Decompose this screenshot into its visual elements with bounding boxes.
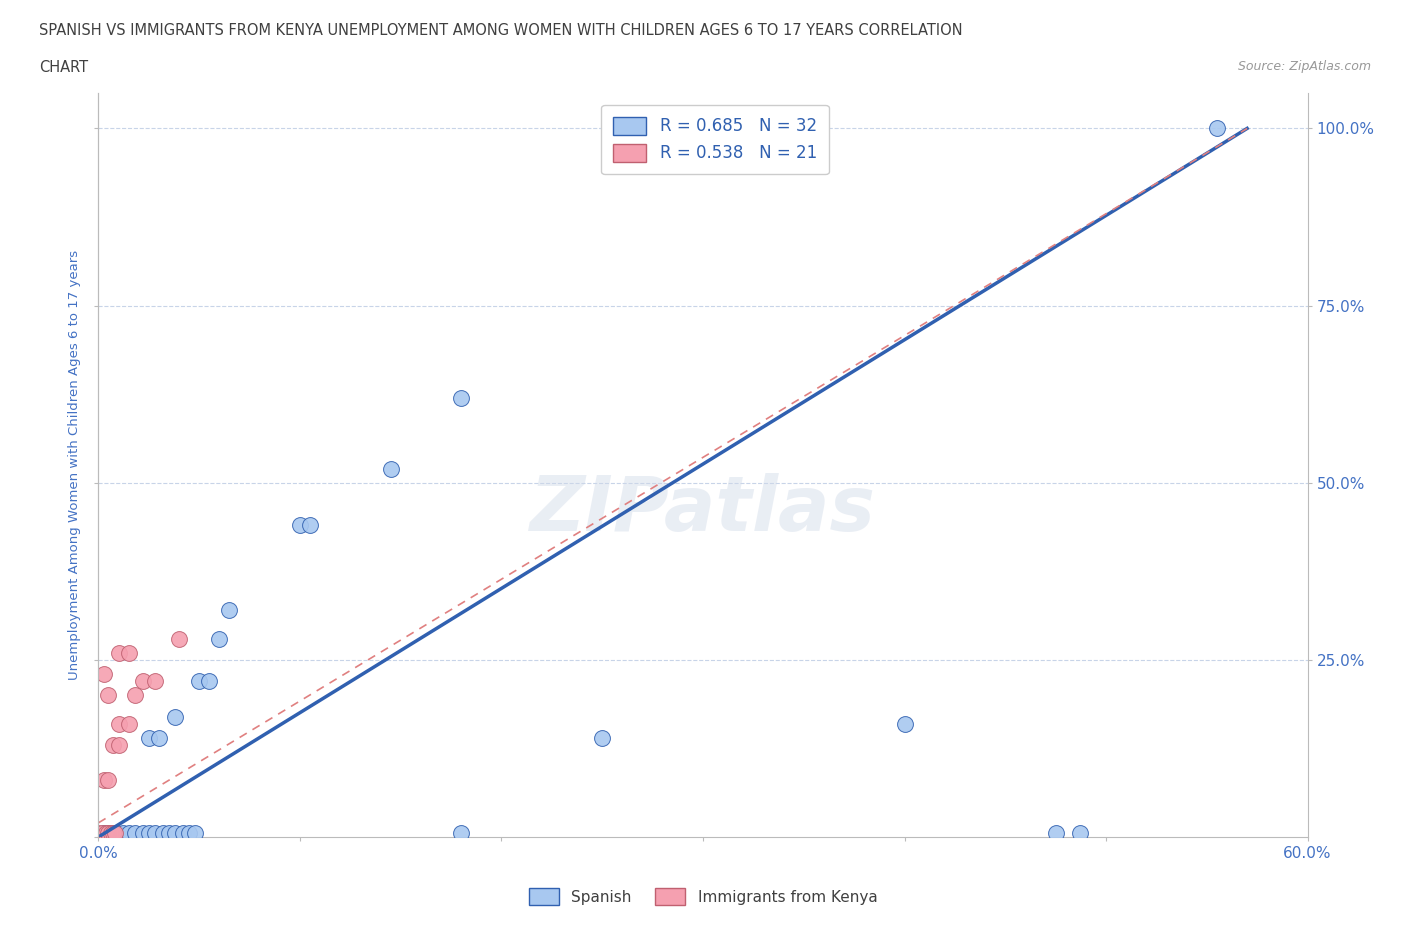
Point	[208, 631, 231, 646]
Point	[893, 716, 915, 731]
Point	[107, 645, 129, 660]
Point	[124, 688, 146, 703]
Point	[163, 826, 186, 841]
Point	[101, 826, 124, 841]
Point	[1206, 121, 1229, 136]
Text: CHART: CHART	[39, 60, 89, 75]
Point	[93, 667, 115, 682]
Point	[172, 826, 194, 841]
Point	[148, 730, 170, 745]
Point	[152, 826, 174, 841]
Point	[105, 826, 128, 841]
Point	[143, 826, 166, 841]
Point	[107, 716, 129, 731]
Point	[288, 518, 311, 533]
Point	[450, 826, 472, 841]
Point	[111, 826, 134, 841]
Text: Source: ZipAtlas.com: Source: ZipAtlas.com	[1237, 60, 1371, 73]
Text: SPANISH VS IMMIGRANTS FROM KENYA UNEMPLOYMENT AMONG WOMEN WITH CHILDREN AGES 6 T: SPANISH VS IMMIGRANTS FROM KENYA UNEMPLO…	[39, 23, 963, 38]
Point	[97, 773, 120, 788]
Point	[93, 826, 115, 841]
Point	[97, 688, 120, 703]
Point	[167, 631, 190, 646]
Point	[97, 826, 120, 841]
Point	[118, 716, 141, 731]
Point	[184, 826, 207, 841]
Y-axis label: Unemployment Among Women with Children Ages 6 to 17 years: Unemployment Among Women with Children A…	[67, 250, 82, 680]
Point	[93, 773, 115, 788]
Point	[1045, 826, 1067, 841]
Point	[101, 826, 124, 841]
Point	[198, 673, 221, 688]
Point	[87, 826, 110, 841]
Point	[132, 826, 155, 841]
Point	[101, 737, 124, 752]
Point	[138, 730, 160, 745]
Point	[188, 673, 211, 688]
Point	[100, 826, 122, 841]
Point	[124, 826, 146, 841]
Point	[179, 826, 201, 841]
Point	[118, 826, 141, 841]
Point	[132, 673, 155, 688]
Point	[157, 826, 180, 841]
Point	[143, 673, 166, 688]
Point	[103, 826, 125, 841]
Point	[299, 518, 322, 533]
Point	[163, 709, 186, 724]
Point	[450, 391, 472, 405]
Point	[97, 826, 120, 841]
Point	[96, 826, 118, 841]
Point	[1069, 826, 1091, 841]
Legend: Spanish, Immigrants from Kenya: Spanish, Immigrants from Kenya	[523, 883, 883, 911]
Point	[138, 826, 160, 841]
Text: ZIPatlas: ZIPatlas	[530, 472, 876, 547]
Point	[218, 603, 240, 618]
Point	[107, 737, 129, 752]
Point	[380, 461, 402, 476]
Point	[591, 730, 613, 745]
Point	[91, 826, 114, 841]
Point	[118, 645, 141, 660]
